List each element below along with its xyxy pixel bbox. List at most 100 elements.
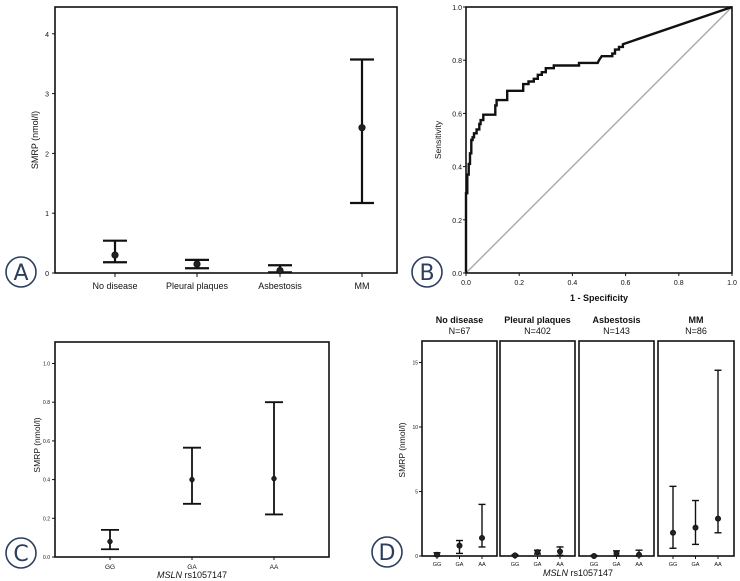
- plot-frame: [465, 6, 733, 274]
- errorbar-asbestosis: [268, 264, 292, 275]
- y-tick-label: 2: [45, 151, 49, 158]
- y-tick-label: 0: [415, 554, 418, 560]
- y-tick-label: 1.0: [43, 362, 50, 368]
- x-tick-label: GG: [105, 564, 115, 571]
- y-tick-label: 0.8: [452, 58, 462, 65]
- facet-n: N=143: [603, 326, 630, 336]
- errorbar-ga: [456, 539, 463, 555]
- x-tick-label: 1.0: [727, 280, 737, 287]
- x-tick-label: Asbestosis: [258, 281, 302, 291]
- reference-diagonal-line: [465, 6, 733, 274]
- x-tick-label: 0.8: [674, 280, 684, 287]
- y-tick-label: 10: [412, 425, 418, 431]
- errorbar-aa: [556, 546, 564, 557]
- x-tick-label: GA: [692, 562, 700, 568]
- y-tick-label: 0.0: [43, 555, 50, 561]
- facet-title: Pleural plaques: [504, 315, 571, 325]
- facet-mm: MMN=86 GG GA AA: [657, 315, 735, 568]
- panel-label-d: D: [371, 536, 403, 568]
- x-tick-label: AA: [714, 562, 722, 568]
- x-tick-label: 0.4: [568, 280, 578, 287]
- x-tick-label: Pleural plaques: [166, 281, 229, 291]
- svg-text:A: A: [13, 261, 28, 286]
- x-tick-label: GA: [187, 564, 197, 571]
- y-tick-label: 5: [415, 490, 418, 496]
- panel-label-a: A: [5, 256, 37, 288]
- y-axis-label: SMRP (nmol/l): [32, 417, 42, 472]
- y-tick-label: 0.4: [452, 165, 462, 172]
- svg-text:D: D: [379, 541, 396, 566]
- roc-curve: [464, 5, 733, 273]
- y-tick-label: 0: [45, 271, 49, 278]
- facet-n: N=67: [449, 326, 471, 336]
- x-tick-label: GG: [669, 562, 678, 568]
- facet-title: Asbestosis: [592, 315, 640, 325]
- errorbar-ga: [534, 549, 541, 556]
- x-tick-label: AA: [478, 562, 486, 568]
- panel-a-smrp-by-diagnosis: 0 1 2 3 4 SMRP (nmol/l) No disease Pleural plaq…: [5, 6, 398, 291]
- y-tick-label: 1: [45, 211, 49, 218]
- facet-n: N=402: [524, 326, 551, 336]
- y-tick-label: 15: [412, 361, 418, 367]
- x-tick-label: 0.0: [461, 280, 471, 287]
- x-axis-label: 1 - Specificity: [570, 293, 628, 303]
- panel-b-roc-curve: 0.0 0.2 0.4 0.6 0.8 1.0 0.0 0.2 0.4 0.6 0.8 1.0 1 - …: [411, 5, 737, 303]
- svg-text:B: B: [419, 261, 434, 286]
- y-axis-label: SMRP (nmol/l): [30, 111, 40, 169]
- errorbar-gg: [433, 551, 441, 558]
- y-tick-label: 3: [45, 92, 49, 99]
- errorbar-aa: [265, 401, 283, 516]
- x-tick-label: GA: [534, 562, 542, 568]
- x-tick-label: 0.6: [621, 280, 631, 287]
- errorbar-gg: [669, 485, 677, 549]
- x-tick-label: MM: [355, 281, 370, 291]
- x-axis-label: MSLN rs1057147: [157, 570, 227, 580]
- y-axis-label: SMRP (nmol/l): [397, 422, 407, 477]
- facet-n: N=86: [685, 326, 707, 336]
- errorbar-no-disease: [103, 239, 127, 264]
- plot-frame: [54, 6, 398, 274]
- errorbar-aa: [635, 549, 643, 558]
- x-tick-label: GA: [456, 562, 464, 568]
- facet-title: No disease: [436, 315, 484, 325]
- x-tick-label: 0.2: [514, 280, 524, 287]
- svg-text:C: C: [13, 542, 28, 567]
- x-tick-label: AA: [635, 562, 643, 568]
- errorbar-gg: [101, 529, 119, 551]
- x-axis-label: MSLN rs1057147: [543, 568, 613, 578]
- errorbar-ga: [692, 499, 699, 546]
- y-tick-label: 0.8: [43, 400, 50, 406]
- x-tick-label: AA: [270, 564, 279, 571]
- y-tick-label: 0.6: [43, 439, 50, 445]
- errorbar-gg: [511, 552, 519, 559]
- errorbar-ga: [183, 446, 201, 505]
- y-tick-label: 0.6: [452, 111, 462, 118]
- facet-title: MM: [689, 315, 704, 325]
- panel-label-b: B: [411, 256, 443, 288]
- errorbar-mm: [350, 58, 374, 205]
- x-tick-label: No disease: [92, 281, 137, 291]
- panel-c-smrp-by-genotype: 0.0 0.2 0.4 0.6 0.8 1.0 SMRP (nmol/l) GG GA AA MSL…: [5, 341, 330, 580]
- errorbar-ga: [613, 550, 620, 557]
- errorbar-aa: [714, 369, 722, 534]
- y-tick-label: 0.2: [43, 516, 50, 522]
- facet-frame: [499, 340, 576, 557]
- facet-frame: [421, 340, 498, 557]
- y-tick-label: 1.0: [452, 5, 462, 12]
- errorbar-pleural-plaques: [185, 258, 209, 270]
- y-tick-label: 0.0: [452, 271, 462, 278]
- x-tick-label: GG: [590, 562, 599, 568]
- y-tick-label: 0.2: [452, 218, 462, 225]
- x-tick-label: AA: [556, 562, 564, 568]
- panel-label-c: C: [5, 537, 37, 569]
- x-tick-label: GG: [433, 562, 442, 568]
- x-tick-label: GG: [511, 562, 520, 568]
- y-tick-label: 4: [45, 32, 49, 39]
- y-tick-label: 0.4: [43, 478, 50, 484]
- y-axis-label: Sensitivity: [433, 120, 443, 159]
